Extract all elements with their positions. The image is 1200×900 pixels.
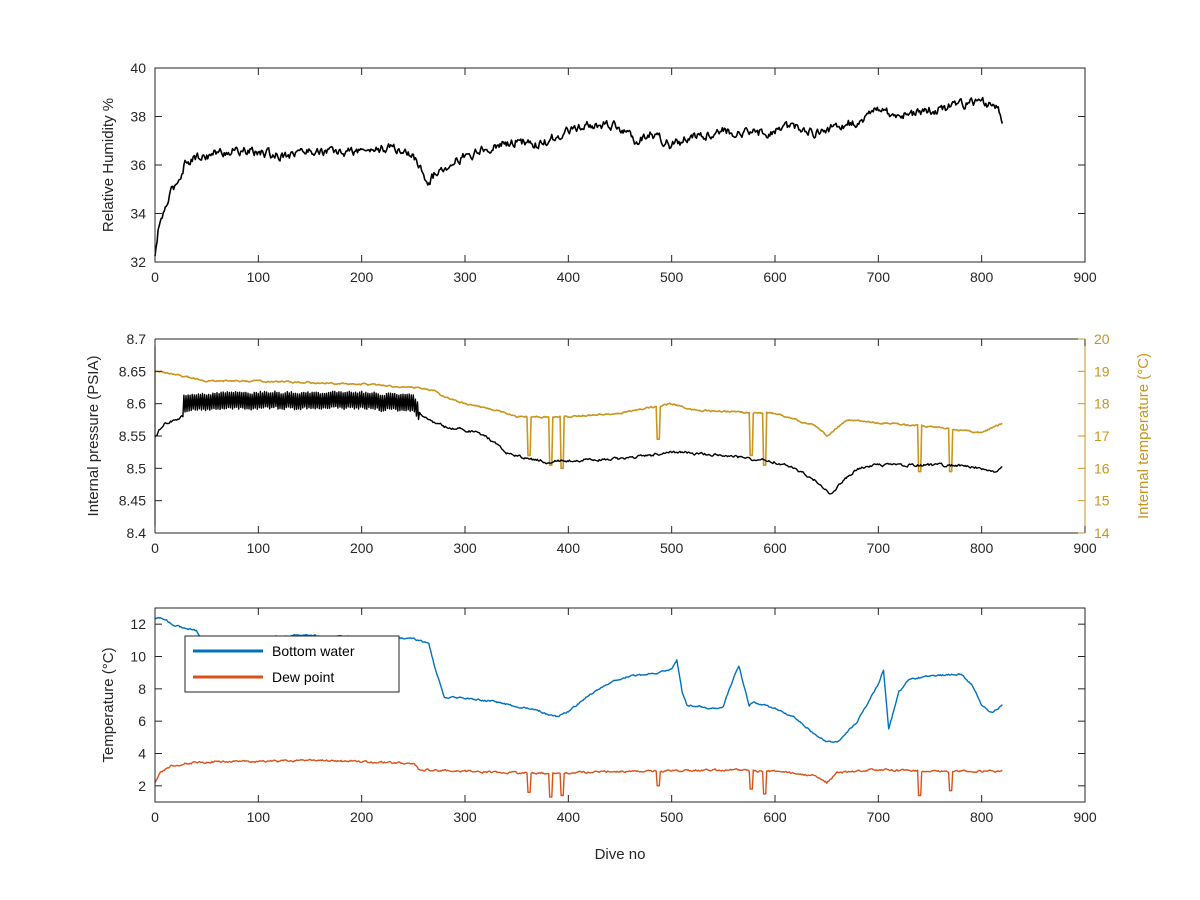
x-tick-label: 700 <box>867 269 891 285</box>
y-tick-label: 36 <box>130 157 146 173</box>
pressure-chart: 0 100 200 300 400 500 600 700 800 900 8.48.458.58… <box>85 331 1152 556</box>
dew-point-series-line <box>154 758 1003 798</box>
y-tick-label: 8.7 <box>127 331 147 347</box>
temperature-legend: Bottom water Dew point <box>184 635 400 693</box>
x-tick-label: 0 <box>151 540 159 556</box>
pressure-plot-area <box>155 339 1085 533</box>
x-tick-label: 700 <box>867 540 891 556</box>
temperature-chart: 0 100 200 300 400 500 600 700 800 900 2 4 6 8 10 12 Te… <box>100 607 1097 863</box>
x-tick-label: 500 <box>660 540 684 556</box>
x-tick-label: 800 <box>970 809 994 825</box>
y-tick-label: 8.6 <box>127 396 147 412</box>
x-tick-label: 300 <box>453 540 477 556</box>
y2-tick-label: 19 <box>1094 363 1110 379</box>
y-tick-label: 8.45 <box>119 493 146 509</box>
temperature-x-ticks: 0 100 200 300 400 500 600 700 800 900 <box>151 608 1097 825</box>
y2-tick-label: 15 <box>1094 493 1110 509</box>
x-tick-label: 0 <box>151 269 159 285</box>
humidity-plot-area <box>155 68 1085 262</box>
humidity-y-axis-label: Relative Humidity % <box>100 98 117 232</box>
y2-tick-label: 16 <box>1094 460 1110 476</box>
temperature-y-axis-label: Temperature (°C) <box>100 647 117 762</box>
x-tick-label: 900 <box>1073 269 1097 285</box>
x-tick-label: 600 <box>763 540 787 556</box>
temperature-right-axis-label: Internal temperature (°C) <box>1135 353 1152 519</box>
x-tick-label: 600 <box>763 809 787 825</box>
x-tick-label: 700 <box>867 809 891 825</box>
x-tick-label: 200 <box>350 809 374 825</box>
x-tick-label: 900 <box>1073 540 1097 556</box>
pressure-x-ticks: 0 100 200 300 400 500 600 700 800 900 <box>151 339 1097 556</box>
internal-temperature-series-line <box>154 370 1003 473</box>
y-tick-label: 34 <box>130 206 146 222</box>
humidity-y-ticks: 32 34 36 38 40 <box>130 60 1085 270</box>
x-tick-label: 400 <box>557 269 581 285</box>
x-tick-label: 100 <box>247 540 271 556</box>
humidity-x-ticks: 0 100 200 300 400 500 600 700 800 900 <box>151 68 1097 285</box>
humidity-series-line <box>154 96 1004 257</box>
y-tick-label: 8.4 <box>127 525 147 541</box>
y-tick-label: 38 <box>130 109 146 125</box>
y-tick-label: 4 <box>138 746 146 762</box>
y-tick-label: 8.5 <box>127 460 147 476</box>
y-tick-label: 40 <box>130 60 146 76</box>
x-tick-label: 400 <box>557 809 581 825</box>
y-tick-label: 8.65 <box>119 363 146 379</box>
y-tick-label: 2 <box>138 778 146 794</box>
x-tick-label: 300 <box>453 809 477 825</box>
x-tick-label: 800 <box>970 540 994 556</box>
legend-box <box>184 635 400 693</box>
x-tick-label: 200 <box>350 269 374 285</box>
legend-label-dew-point: Dew point <box>272 669 334 685</box>
legend-label-bottom-water: Bottom water <box>272 643 355 659</box>
x-tick-label: 300 <box>453 269 477 285</box>
y-tick-label: 8 <box>138 681 146 697</box>
y2-tick-label: 20 <box>1094 331 1110 347</box>
y-tick-label: 6 <box>138 713 146 729</box>
bottom-water-series-line <box>154 616 1003 743</box>
internal-pressure-series-line <box>154 390 1003 495</box>
humidity-chart: 0 100 200 300 400 500 600 700 800 900 3234363840 … <box>100 60 1097 285</box>
x-tick-label: 800 <box>970 269 994 285</box>
x-tick-label: 400 <box>557 540 581 556</box>
x-tick-label: 600 <box>763 269 787 285</box>
x-tick-label: 900 <box>1073 809 1097 825</box>
temperature-right-ticks: 14 15 16 17 18 19 20 <box>1078 331 1110 541</box>
y2-tick-label: 18 <box>1094 396 1110 412</box>
temperature-y-ticks: 2 4 6 8 10 12 <box>130 616 1085 794</box>
y-tick-label: 32 <box>130 254 146 270</box>
x-tick-label: 200 <box>350 540 374 556</box>
y-tick-label: 12 <box>130 616 146 632</box>
pressure-y-ticks: 8.4 8.45 8.5 8.55 8.6 8.65 8.7 <box>119 331 162 541</box>
temperature-axes-box <box>154 607 1086 803</box>
x-tick-label: 100 <box>247 809 271 825</box>
x-tick-label: 0 <box>151 809 159 825</box>
y2-tick-label: 17 <box>1094 428 1110 444</box>
x-tick-label: 100 <box>247 269 271 285</box>
x-axis-label: Dive no <box>595 846 646 863</box>
pressure-y-axis-label: Internal pressure (PSIA) <box>85 356 102 517</box>
y2-tick-label: 14 <box>1094 525 1110 541</box>
y-tick-label: 8.55 <box>119 428 146 444</box>
y-tick-label: 10 <box>130 649 146 665</box>
x-tick-label: 500 <box>660 269 684 285</box>
x-tick-label: 500 <box>660 809 684 825</box>
